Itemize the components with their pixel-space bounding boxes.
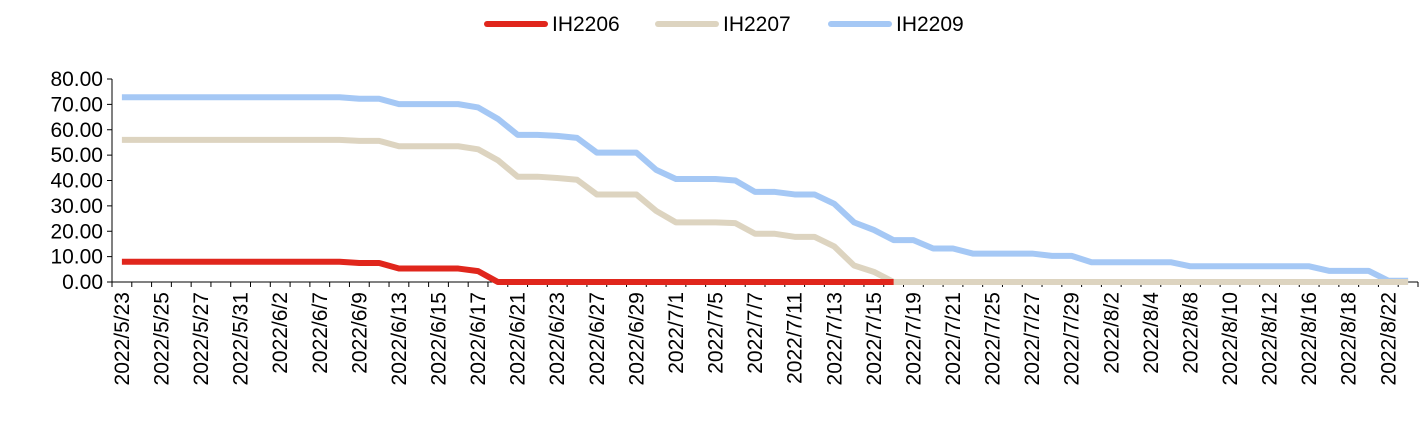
legend-item-ih2209: IH2209 bbox=[828, 13, 964, 36]
x-tick-label: 2022/8/12 bbox=[1259, 292, 1282, 385]
x-tick-label: 2022/8/2 bbox=[1100, 292, 1123, 374]
x-axis: 2022/5/23 2022/5/25 2022/5/27 2022/5/31 2022… bbox=[111, 281, 1419, 385]
legend-label: IH2207 bbox=[723, 13, 791, 36]
x-tick-label: 2022/8/8 bbox=[1179, 292, 1202, 374]
x-tick-label: 2022/5/27 bbox=[190, 292, 213, 385]
legend-item-ih2206: IH2206 bbox=[484, 13, 620, 36]
y-tick-label: 40.00 bbox=[50, 170, 103, 193]
x-tick-label: 2022/5/31 bbox=[230, 292, 253, 385]
x-tick-label: 2022/6/15 bbox=[428, 292, 451, 385]
x-tick-label: 2022/7/7 bbox=[744, 292, 767, 374]
x-tick-label: 2022/7/27 bbox=[1021, 292, 1044, 385]
y-tick-label: 80.00 bbox=[50, 68, 103, 91]
x-tick-label: 2022/7/29 bbox=[1061, 292, 1084, 385]
x-tick-label: 2022/8/22 bbox=[1377, 292, 1400, 385]
x-tick-label: 2022/7/21 bbox=[942, 292, 965, 385]
legend: IH2206 IH2207 IH2209 bbox=[484, 13, 964, 36]
x-tick-label: 2022/6/2 bbox=[269, 292, 292, 374]
y-tick-label: 10.00 bbox=[50, 246, 103, 269]
y-tick-label: 60.00 bbox=[50, 119, 103, 142]
y-tick-label: 70.00 bbox=[50, 93, 103, 116]
series-line-ih2207 bbox=[121, 136, 1409, 285]
x-tick-label: 2022/7/19 bbox=[902, 292, 925, 385]
series-layer bbox=[121, 94, 1409, 285]
x-tick-label: 2022/8/18 bbox=[1338, 292, 1361, 385]
x-tick-label: 2022/6/7 bbox=[309, 292, 332, 374]
y-tick-label: 0.00 bbox=[62, 271, 103, 294]
x-tick-label: 2022/6/13 bbox=[388, 292, 411, 385]
series-line-ih2206 bbox=[121, 258, 894, 285]
x-tick-label: 2022/6/29 bbox=[625, 292, 648, 385]
x-tick-label: 2022/7/11 bbox=[784, 292, 807, 384]
x-tick-label: 2022/6/9 bbox=[348, 292, 371, 374]
y-tick-label: 50.00 bbox=[50, 144, 103, 167]
x-tick-label: 2022/7/13 bbox=[823, 292, 846, 385]
x-tick-label: 2022/7/15 bbox=[863, 292, 886, 385]
x-tick-label: 2022/8/4 bbox=[1140, 292, 1163, 374]
x-tick-label: 2022/7/5 bbox=[705, 292, 728, 374]
x-tick-label: 2022/7/25 bbox=[982, 292, 1005, 385]
y-tick-label: 30.00 bbox=[50, 195, 103, 218]
y-tick-label: 20.00 bbox=[50, 220, 103, 243]
series-line-ih2209 bbox=[121, 94, 1409, 284]
x-tick-label: 2022/6/17 bbox=[467, 292, 490, 385]
x-tick-label: 2022/6/23 bbox=[546, 292, 569, 385]
x-tick-label: 2022/5/25 bbox=[150, 292, 173, 385]
x-tick-label: 2022/8/16 bbox=[1298, 292, 1321, 385]
legend-label: IH2209 bbox=[896, 13, 964, 36]
x-tick-label: 2022/6/27 bbox=[586, 292, 609, 385]
x-tick-label: 2022/8/10 bbox=[1219, 292, 1242, 385]
x-tick-label: 2022/7/1 bbox=[665, 292, 688, 374]
legend-item-ih2207: IH2207 bbox=[655, 13, 791, 36]
x-tick-label: 2022/5/23 bbox=[111, 292, 134, 385]
legend-label: IH2206 bbox=[552, 13, 620, 36]
x-tick-label: 2022/6/21 bbox=[507, 292, 530, 385]
